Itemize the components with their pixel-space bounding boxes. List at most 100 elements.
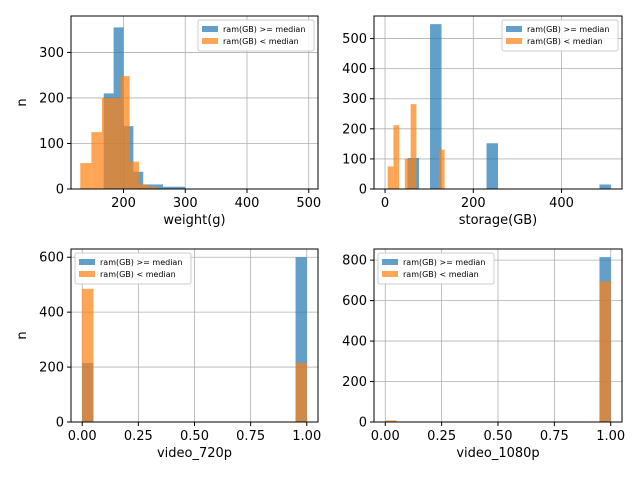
y-tick-label: 200 <box>39 361 64 376</box>
legend-box <box>74 252 192 285</box>
y-tick-label: 0 <box>359 416 367 431</box>
x-tick-label: 0.25 <box>124 429 153 444</box>
histogram-bar <box>599 184 611 189</box>
subplot-3: 0.00 0.25 0.50 0.75 1.00 0 200 400 600 video_720p… <box>15 248 321 461</box>
histogram-bar <box>387 166 394 189</box>
y-tick-label: 400 <box>342 62 367 77</box>
histogram-bar <box>486 143 498 189</box>
y-axis-label: n <box>15 331 30 339</box>
axes-frame <box>373 15 623 190</box>
y-tick-label: 800 <box>342 254 367 269</box>
legend-swatch <box>506 38 522 44</box>
x-tick-label: 500 <box>296 196 321 211</box>
x-tick-label: 0.00 <box>68 429 97 444</box>
legend-swatch <box>202 26 218 32</box>
histogram-bar <box>295 257 307 422</box>
legend: ram(GB) >= median ram(GB) < median <box>197 19 315 52</box>
legend-entry-label: ram(GB) < median <box>403 270 479 279</box>
x-tick-label: 0.50 <box>484 429 513 444</box>
x-tick-label: 0.25 <box>427 429 456 444</box>
x-tick-label: 0.00 <box>371 429 400 444</box>
x-tick-label: 0 <box>381 196 389 211</box>
y-tick-label: 500 <box>342 32 367 47</box>
series-2 <box>387 104 445 189</box>
legend-swatch <box>506 26 522 32</box>
histogram-bar <box>138 184 149 189</box>
histogram-bar <box>111 97 121 189</box>
legend-entry-label: ram(GB) >= median <box>223 25 305 34</box>
legend-entry-label: ram(GB) >= median <box>403 258 485 267</box>
histogram-bar <box>163 186 186 189</box>
legend-entry-label: ram(GB) < median <box>223 37 299 46</box>
histogram-bar <box>120 76 130 189</box>
x-tick-label: 1.00 <box>292 429 321 444</box>
legend-entry-label: ram(GB) >= median <box>527 25 609 34</box>
y-tick-label: 400 <box>342 335 367 350</box>
x-axis-label: video_1080p <box>456 446 539 461</box>
histogram-bar <box>410 104 417 189</box>
histogram-bar <box>129 161 139 189</box>
legend-entry-label: ram(GB) < median <box>100 270 176 279</box>
x-tick-label: 200 <box>461 196 486 211</box>
y-tick-label: 400 <box>39 306 64 321</box>
series-2 <box>82 288 307 422</box>
subplot-4: 0.00 0.25 0.50 0.75 1.00 0 200 400 600 800 video_1… <box>342 248 625 461</box>
histogram-bar <box>101 97 112 189</box>
x-tick-label: 0.75 <box>540 429 569 444</box>
series-2 <box>385 281 611 422</box>
legend-box <box>197 19 315 52</box>
y-tick-label: 600 <box>39 251 64 266</box>
axes-frame <box>70 15 319 190</box>
y-tick-label: 300 <box>39 46 64 61</box>
y-tick-label: 0 <box>359 183 367 198</box>
legend-swatch <box>382 271 398 277</box>
subplot-2: 0 200 400 0 100 200 300 400 500 storage(GB) ram(GB… <box>342 15 623 228</box>
legend-swatch <box>79 259 95 265</box>
legend-entry-label: ram(GB) >= median <box>100 258 182 267</box>
legend-swatch <box>79 271 95 277</box>
x-tick-label: 400 <box>549 196 574 211</box>
histogram-bar <box>148 186 158 189</box>
histogram-bar <box>438 149 445 189</box>
series-2 <box>80 76 158 189</box>
x-axis-label: storage(GB) <box>459 213 538 228</box>
x-axis-label: weight(g) <box>163 213 225 228</box>
histogram-bar <box>430 24 442 190</box>
histogram-bar <box>404 158 411 189</box>
legend-swatch <box>202 38 218 44</box>
y-tick-label: 600 <box>342 294 367 309</box>
histogram-bar <box>393 125 400 189</box>
x-tick-label: 0.50 <box>180 429 209 444</box>
histogram-bar <box>153 184 164 189</box>
x-tick-label: 0.75 <box>236 429 265 444</box>
y-tick-label: 200 <box>39 91 64 106</box>
histogram-bar <box>385 420 397 422</box>
legend: ram(GB) >= median ram(GB) < median <box>377 252 495 285</box>
x-tick-label: 200 <box>111 196 136 211</box>
histogram-bar <box>599 281 611 422</box>
histogram-bar <box>82 288 94 422</box>
legend: ram(GB) >= median ram(GB) < median <box>74 252 192 285</box>
histogram-bar <box>80 163 92 189</box>
y-tick-label: 0 <box>56 416 64 431</box>
subplot-grid: 200 300 400 500 0 100 200 300 weight(g) n ram(GB) … <box>15 15 625 461</box>
histogram-bar <box>295 362 307 422</box>
legend-box <box>377 252 495 285</box>
x-tick-label: 300 <box>173 196 198 211</box>
y-tick-label: 0 <box>56 183 64 198</box>
x-axis-label: video_720p <box>157 446 232 461</box>
histogram-bar <box>91 132 102 189</box>
x-tick-label: 1.00 <box>596 429 625 444</box>
y-tick-label: 100 <box>39 137 64 152</box>
y-tick-label: 200 <box>342 122 367 137</box>
y-tick-label: 200 <box>342 375 367 390</box>
y-tick-label: 100 <box>342 152 367 167</box>
subplot-1: 200 300 400 500 0 100 200 300 weight(g) n ram(GB) … <box>15 15 321 228</box>
x-tick-label: 400 <box>235 196 260 211</box>
legend: ram(GB) >= median ram(GB) < median <box>501 19 619 52</box>
legend-box <box>501 19 619 52</box>
y-axis-label: n <box>15 98 30 106</box>
grid <box>71 249 318 423</box>
